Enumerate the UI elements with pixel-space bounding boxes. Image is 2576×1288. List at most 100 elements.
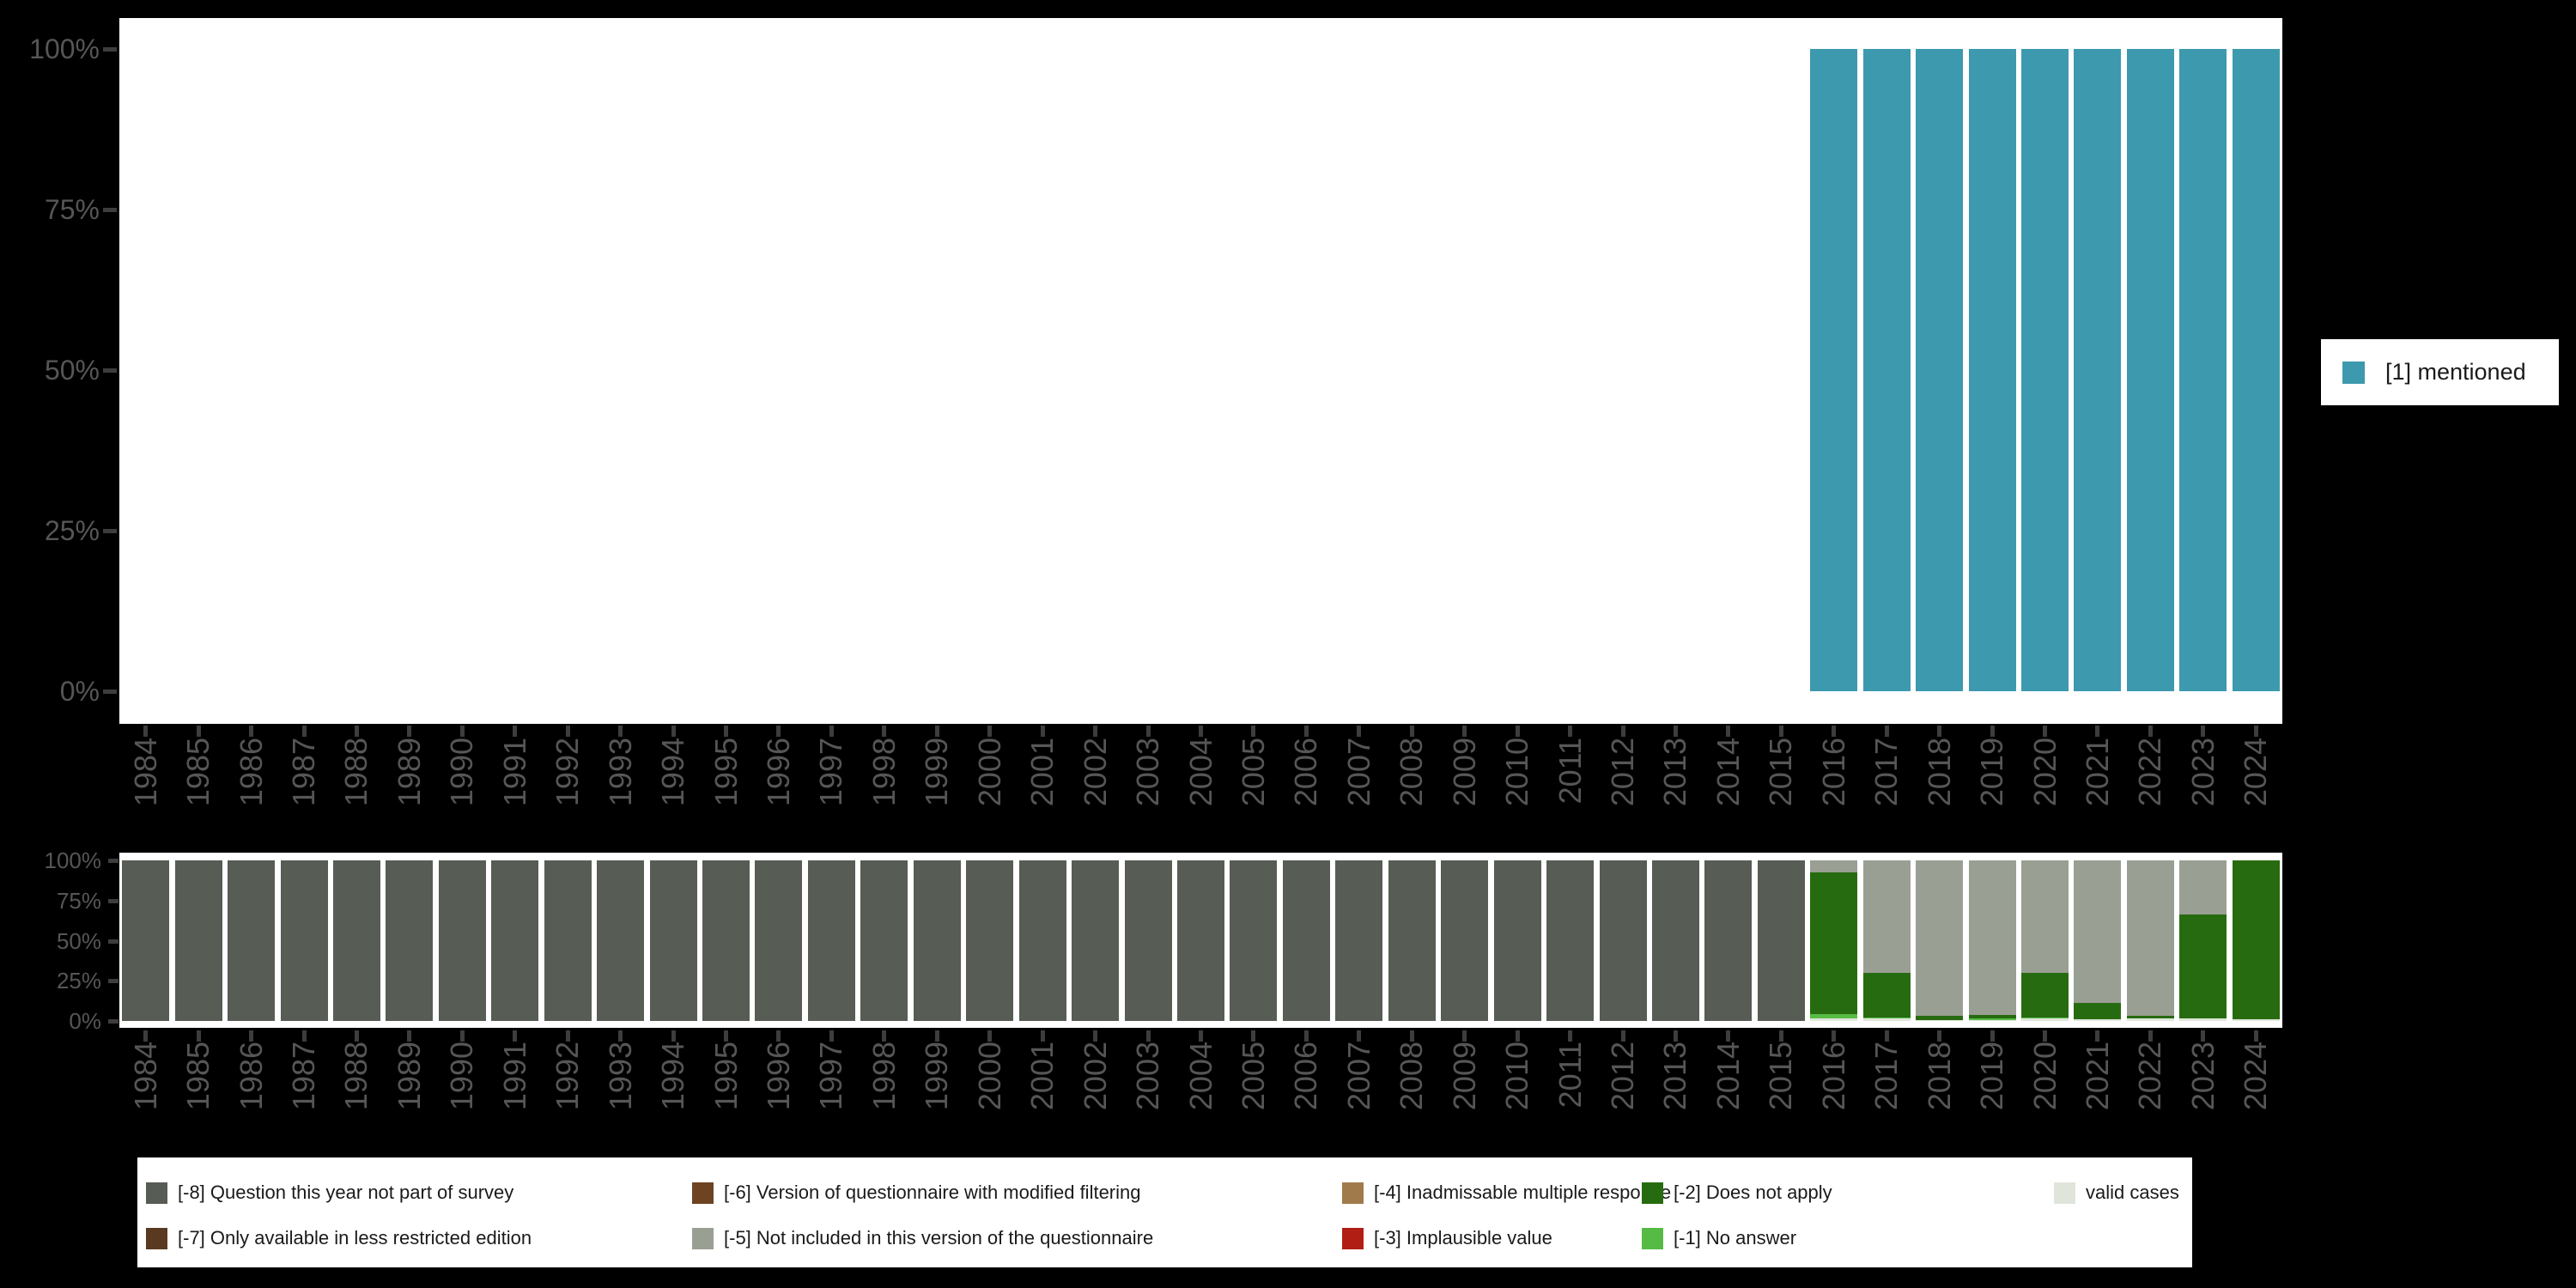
m6-legend-label: [-6] Version of questionnaire with modif…	[724, 1182, 1141, 1203]
bottom-x-tick	[2253, 1030, 2258, 1042]
top-x-tick	[934, 726, 939, 737]
bottom-y-tick	[108, 979, 118, 984]
top-x-tick-label-2002: 2002	[1077, 738, 1113, 807]
bottom-x-tick-label-1987: 1987	[286, 1042, 322, 1111]
top-x-tick	[2253, 726, 2258, 737]
missing-bar-segment-m8-2014	[1704, 860, 1753, 1021]
missing-bar-segment-m8-1999	[913, 860, 961, 1021]
bottom-x-tick-label-2020: 2020	[2026, 1042, 2063, 1111]
bottom-x-tick	[2201, 1030, 2206, 1042]
bottom-x-tick	[829, 1030, 834, 1042]
m2-legend-swatch	[1642, 1182, 1663, 1204]
bottom-y-tick-label: 0%	[69, 1008, 101, 1034]
bottom-x-tick-label-1990: 1990	[444, 1042, 480, 1111]
m2-legend-label: [-2] Does not apply	[1674, 1182, 1832, 1203]
bottom-x-tick	[2095, 1030, 2100, 1042]
top-x-tick	[987, 726, 993, 737]
bottom-x-tick	[1093, 1030, 1098, 1042]
top-x-tick	[143, 726, 149, 737]
top-x-tick	[1040, 726, 1045, 737]
missing-bar-segment-m5-2021	[2074, 860, 2122, 1004]
bottom-x-tick	[1673, 1030, 1678, 1042]
top-x-tick	[1778, 726, 1783, 737]
bottom-x-tick	[671, 1030, 676, 1042]
missing-values-legend: [-8] Question this year not part of surv…	[137, 1157, 2192, 1267]
bottom-x-tick	[1620, 1030, 1625, 1042]
top-x-tick	[565, 726, 570, 737]
top-x-tick-label-2007: 2007	[1340, 738, 1376, 807]
bottom-x-tick	[2043, 1030, 2048, 1042]
bottom-x-tick-label-1996: 1996	[760, 1042, 796, 1111]
m4-legend-label: [-4] Inadmissable multiple response	[1374, 1182, 1672, 1203]
bottom-x-tick	[196, 1030, 201, 1042]
missing-bar-segment-m8-2000	[966, 860, 1014, 1021]
mentioned-bar-2016	[1810, 49, 1858, 691]
top-x-tick-label-2017: 2017	[1868, 738, 1905, 807]
top-x-tick	[1409, 726, 1414, 737]
missing-bar-segment-m8-1985	[174, 860, 222, 1021]
top-x-tick	[1145, 726, 1151, 737]
missing-bar-segment-m8-2004	[1177, 860, 1224, 1021]
top-x-tick	[1937, 726, 1942, 737]
top-y-tick-label: 75%	[44, 194, 100, 225]
missing-bar-segment-m2-2022	[2126, 1016, 2174, 1019]
missing-bar-segment-m8-2009	[1441, 860, 1489, 1021]
missing-bar-segment-m8-1996	[755, 860, 803, 1021]
missing-bar-segment-valid-2017	[1862, 1018, 1911, 1021]
bottom-x-tick	[1990, 1030, 1995, 1042]
bottom-x-tick	[1568, 1030, 1573, 1042]
bottom-x-tick	[1884, 1030, 1889, 1042]
top-x-tick-label-2009: 2009	[1446, 738, 1482, 807]
missing-bar-segment-m8-1991	[491, 860, 539, 1021]
top-x-tick	[301, 726, 307, 737]
missing-bar-segment-m2-2019	[1968, 1014, 2016, 1019]
missing-bar-segment-m8-2013	[1651, 860, 1699, 1021]
missing-bar-segment-valid-2016	[1810, 1018, 1858, 1021]
bottom-x-tick-label-2004: 2004	[1182, 1042, 1218, 1111]
bottom-x-tick	[143, 1030, 149, 1042]
bottom-x-tick	[1040, 1030, 1045, 1042]
top-x-tick	[1251, 726, 1256, 737]
top-x-tick-label-2019: 2019	[1974, 738, 2010, 807]
bottom-x-tick-label-1988: 1988	[338, 1042, 374, 1111]
missing-bar-segment-m2-2016	[1810, 872, 1858, 1014]
m8-legend-label: [-8] Question this year not part of surv…	[178, 1182, 514, 1203]
top-x-tick	[1357, 726, 1362, 737]
bottom-x-tick	[1251, 1030, 1256, 1042]
missing-bar-segment-m8-1998	[860, 860, 908, 1021]
mentioned-bar-2018	[1916, 49, 1964, 691]
bottom-x-tick	[1937, 1030, 1942, 1042]
bottom-y-tick	[108, 898, 118, 903]
bottom-x-tick	[1726, 1030, 1731, 1042]
missing-bar-segment-m5-2018	[1916, 860, 1964, 1017]
missing-bar-segment-m2-2017	[1862, 972, 1911, 1018]
mentioned-bar-2022	[2126, 49, 2174, 691]
m1-legend-swatch	[1642, 1228, 1663, 1249]
bottom-x-tick-label-2011: 2011	[1552, 1042, 1588, 1109]
bottom-x-tick-label-2008: 2008	[1394, 1042, 1430, 1111]
top-x-tick	[1515, 726, 1520, 737]
bottom-x-tick-label-2007: 2007	[1340, 1042, 1376, 1111]
missing-bar-segment-m2-2020	[2021, 972, 2069, 1018]
top-y-tick	[103, 529, 117, 533]
bottom-x-tick-label-1999: 1999	[919, 1042, 955, 1111]
top-x-tick-label-2020: 2020	[2026, 738, 2063, 807]
top-x-tick-label-2022: 2022	[2132, 738, 2168, 807]
missing-bar-segment-m8-1986	[228, 860, 276, 1021]
top-x-tick	[1726, 726, 1731, 737]
missing-bar-segment-m8-2011	[1546, 860, 1595, 1021]
bottom-x-tick	[249, 1030, 254, 1042]
missing-bar-segment-m8-2015	[1757, 860, 1805, 1021]
missing-bar-segment-m5-2019	[1968, 860, 2016, 1015]
bottom-x-tick-label-2018: 2018	[1921, 1042, 1957, 1111]
missing-bar-segment-m8-2010	[1493, 860, 1541, 1021]
top-x-tick-label-2012: 2012	[1605, 738, 1640, 807]
top-x-tick	[1832, 726, 1837, 737]
bottom-x-tick-label-2024: 2024	[2238, 1042, 2274, 1111]
bottom-x-tick	[565, 1030, 570, 1042]
bottom-y-tick	[108, 859, 118, 863]
m5-legend-label: [-5] Not included in this version of the…	[724, 1227, 1154, 1249]
missing-bar-segment-m8-2003	[1124, 860, 1172, 1021]
mentioned-bar-2019	[1968, 49, 2016, 691]
top-x-tick	[459, 726, 465, 737]
